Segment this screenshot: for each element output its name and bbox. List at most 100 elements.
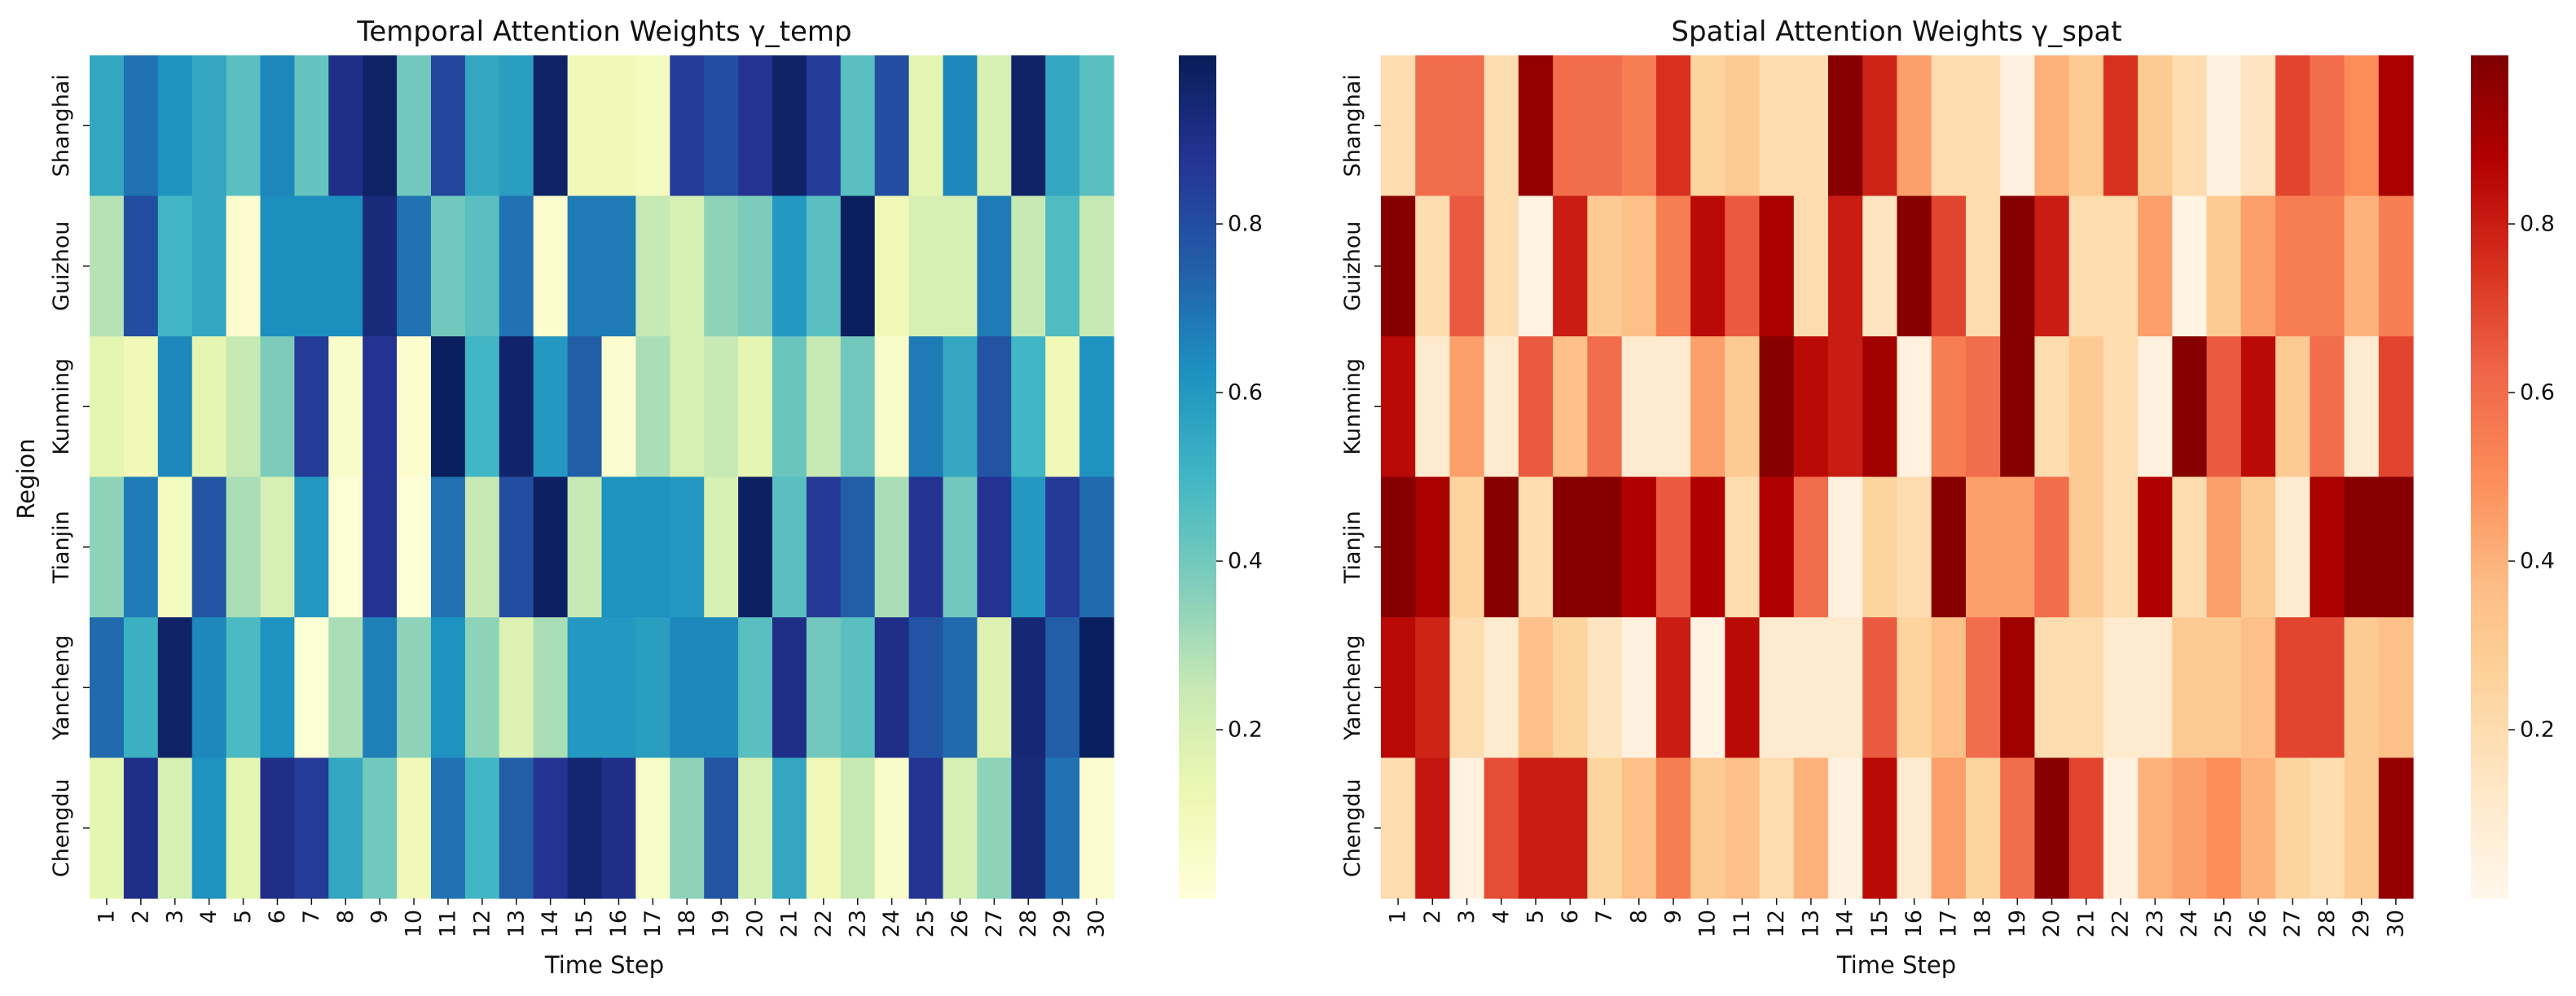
spatial-cell-tianjin-13	[1793, 476, 1829, 618]
temporal-cell-guizhou-27	[977, 195, 1012, 337]
spatial-cell-yancheng-8	[1621, 617, 1657, 759]
temporal-cell-tianjin-20	[738, 476, 773, 618]
temporal-colorbar-segment	[1179, 304, 1216, 309]
temporal-colorbar-segment	[1179, 211, 1216, 217]
spatial-cell-yancheng-28	[2310, 617, 2345, 759]
temporal-cell-yancheng-23	[840, 617, 876, 759]
temporal-colorbar-segment	[1179, 759, 1216, 764]
spatial-colorbar-segment	[2471, 734, 2508, 739]
temporal-colorbar-segment	[1179, 236, 1216, 242]
spatial-colorbar-segment	[2471, 577, 2508, 583]
spatial-colorbar-segment	[2471, 362, 2508, 368]
spatial-y-tick-label: Kunming	[1340, 358, 1365, 455]
spatial-heatmap-cells	[1381, 55, 2414, 899]
temporal-x-ticks: 1 2 3 4 5 6 7 8 9 10 11 12 13 14 15 16 17 18 19 20 21 22 23 24 2…	[94, 898, 1110, 937]
spatial-cell-shanghai-15	[1862, 55, 1898, 197]
spatial-cell-shanghai-10	[1690, 55, 1725, 197]
spatial-cell-chengdu-25	[2206, 757, 2242, 899]
spatial-cell-kunming-9	[1655, 336, 1691, 478]
temporal-colorbar-segment	[1179, 101, 1216, 107]
temporal-cell-tianjin-27	[977, 476, 1012, 618]
temporal-cell-yancheng-27	[977, 617, 1012, 759]
temporal-colorbar-segment	[1179, 135, 1216, 141]
spatial-cell-kunming-23	[2138, 336, 2173, 478]
spatial-colorbar-segment	[2471, 64, 2508, 69]
temporal-colorbar-segment	[1179, 552, 1216, 558]
temporal-colorbar-segment	[1179, 59, 1216, 64]
temporal-cell-guizhou-4	[191, 195, 227, 337]
spatial-cell-yancheng-14	[1828, 617, 1863, 759]
spatial-cell-chengdu-16	[1897, 757, 1932, 899]
spatial-x-tick-label: 14	[1833, 910, 1858, 937]
temporal-colorbar-segment	[1179, 498, 1216, 503]
spatial-colorbar-segment	[2471, 68, 2508, 73]
spatial-colorbar-segment	[2471, 426, 2508, 432]
spatial-cell-guizhou-14	[1828, 195, 1863, 337]
spatial-cell-tianjin-12	[1759, 476, 1795, 618]
spatial-x-tick-label: 4	[1488, 910, 1514, 924]
temporal-cell-tianjin-17	[635, 476, 670, 618]
spatial-colorbar-segment	[2471, 607, 2508, 612]
spatial-x-axis-label: Time Step	[1836, 951, 1956, 979]
spatial-colorbar-segment	[2471, 270, 2508, 275]
temporal-x-tick-label: 19	[709, 910, 734, 937]
temporal-colorbar-segment	[1179, 835, 1216, 840]
temporal-colorbar-segment	[1179, 169, 1216, 174]
temporal-colorbar-segment	[1179, 658, 1216, 663]
spatial-colorbar-segment	[2471, 451, 2508, 457]
temporal-colorbar-segment	[1179, 300, 1216, 305]
spatial-cell-tianjin-24	[2172, 476, 2208, 618]
temporal-colorbar-segment	[1179, 274, 1216, 279]
spatial-colorbar-segment	[2471, 110, 2508, 116]
temporal-cell-shanghai-14	[533, 55, 569, 197]
temporal-colorbar-segment	[1179, 152, 1216, 157]
spatial-cell-chengdu-17	[1931, 757, 1967, 899]
temporal-y-tick-label: Shanghai	[49, 74, 74, 177]
spatial-cell-yancheng-10	[1690, 617, 1725, 759]
temporal-colorbar-segment	[1179, 548, 1216, 554]
spatial-colorbar-segment	[2471, 759, 2508, 764]
spatial-cell-yancheng-21	[2068, 617, 2104, 759]
temporal-cell-guizhou-26	[943, 195, 978, 337]
spatial-colorbar-segment	[2471, 139, 2508, 145]
spatial-colorbar-segment	[2471, 279, 2508, 284]
temporal-cell-kunming-27	[977, 336, 1012, 478]
temporal-cell-tianjin-4	[191, 476, 227, 618]
spatial-colorbar-segment	[2471, 620, 2508, 625]
spatial-colorbar-segment	[2471, 616, 2508, 621]
spatial-cell-yancheng-25	[2206, 617, 2242, 759]
spatial-cell-chengdu-1	[1381, 757, 1416, 899]
spatial-cell-kunming-18	[1965, 336, 2001, 478]
spatial-cell-shanghai-29	[2344, 55, 2380, 197]
spatial-cell-chengdu-21	[2068, 757, 2104, 899]
temporal-cell-guizhou-17	[635, 195, 670, 337]
spatial-cell-shanghai-21	[2068, 55, 2104, 197]
spatial-cell-tianjin-26	[2240, 476, 2276, 618]
spatial-cell-kunming-3	[1449, 336, 1485, 478]
temporal-colorbar-segment	[1179, 847, 1216, 853]
temporal-colorbar-segment	[1179, 691, 1216, 697]
temporal-cell-tianjin-2	[123, 476, 159, 618]
temporal-colorbar-segment	[1179, 143, 1216, 149]
spatial-colorbar-segment	[2471, 889, 2508, 895]
spatial-colorbar-segment	[2471, 224, 2508, 229]
spatial-cell-tianjin-27	[2275, 476, 2310, 618]
temporal-colorbar-segment	[1179, 674, 1216, 680]
temporal-cell-yancheng-19	[704, 617, 739, 759]
temporal-colorbar-segment	[1179, 160, 1216, 166]
temporal-cell-shanghai-22	[806, 55, 842, 197]
temporal-colorbar-segment	[1179, 612, 1216, 616]
spatial-y-tick-label: Chengdu	[1340, 779, 1365, 877]
spatial-colorbar-segment	[2471, 476, 2508, 482]
temporal-colorbar-segment	[1179, 308, 1216, 314]
temporal-cell-chengdu-29	[1045, 757, 1080, 899]
temporal-colorbar-segment	[1179, 885, 1216, 891]
temporal-cell-shanghai-5	[226, 55, 262, 197]
temporal-x-tick-label: 29	[1050, 910, 1075, 937]
temporal-colorbar-tick-label: 0.8	[1228, 212, 1263, 237]
temporal-cell-guizhou-3	[157, 195, 193, 337]
spatial-colorbar-segment	[2471, 645, 2508, 651]
spatial-x-tick-label: 19	[2005, 910, 2030, 937]
temporal-colorbar-segment	[1179, 405, 1216, 410]
